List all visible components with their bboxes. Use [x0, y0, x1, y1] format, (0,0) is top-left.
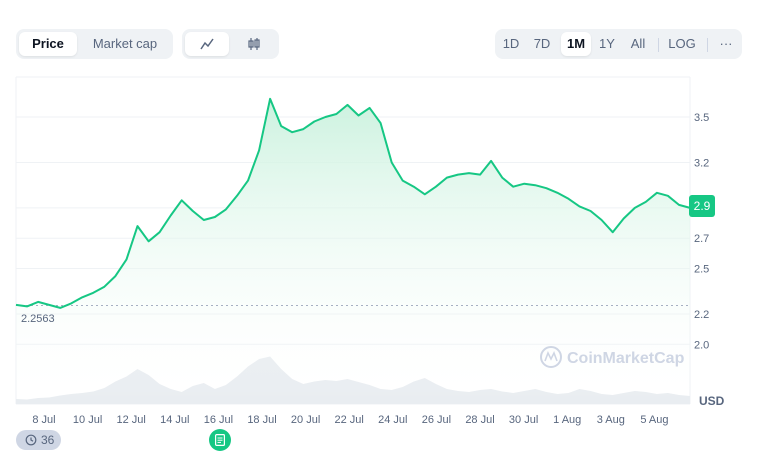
- x-tick-label: 30 Jul: [509, 414, 538, 426]
- tab-price[interactable]: Price: [19, 32, 77, 56]
- x-tick-label: 12 Jul: [117, 414, 146, 426]
- current-price-label: 2.9: [694, 199, 711, 213]
- x-axis-ticks: 8 Jul 10 Jul 12 Jul 14 Jul 16 Jul 18 Jul 20 Ju…: [32, 414, 668, 426]
- y-tick-label: 2.7: [694, 233, 709, 245]
- x-tick-label: 18 Jul: [247, 414, 276, 426]
- x-tick-label: 5 Aug: [640, 414, 668, 426]
- coinmarketcap-watermark: CoinMarketCap: [540, 346, 685, 368]
- y-tick-label: 2.0: [694, 339, 709, 351]
- range-1m[interactable]: 1M: [561, 32, 591, 56]
- history-count: 36: [41, 433, 55, 447]
- document-icon: [215, 434, 225, 446]
- y-tick-label: 2.2: [694, 309, 709, 321]
- chart-type-switch: Price Market cap: [16, 29, 173, 59]
- range-divider: [658, 38, 659, 52]
- price-line: [15, 97, 691, 309]
- history-icon: [25, 434, 37, 446]
- x-tick-label: 26 Jul: [422, 414, 451, 426]
- chart-style-switch: [182, 29, 279, 59]
- more-options-button[interactable]: ···: [719, 36, 733, 51]
- log-scale-toggle[interactable]: LOG: [668, 36, 696, 51]
- x-tick-label: 28 Jul: [465, 414, 494, 426]
- line-chart-button[interactable]: [185, 32, 229, 56]
- range-1d[interactable]: 1D: [502, 36, 520, 51]
- coinmarketcap-logo-mark: [544, 351, 558, 362]
- candlestick-button[interactable]: [232, 32, 276, 56]
- line-chart-icon: [200, 38, 214, 50]
- x-tick-label: 3 Aug: [597, 414, 625, 426]
- x-tick-label: 14 Jul: [160, 414, 189, 426]
- tab-market-cap[interactable]: Market cap: [92, 36, 158, 51]
- current-price-badge: 2.9: [689, 195, 715, 217]
- x-tick-label: 1 Aug: [553, 414, 581, 426]
- y-tick-label: 3.2: [694, 157, 709, 169]
- current-price-badge-bg: [689, 195, 715, 217]
- y-tick-label: 3.5: [694, 112, 709, 124]
- y-axis-unit: USD: [699, 394, 725, 408]
- x-tick-label: 24 Jul: [378, 414, 407, 426]
- x-tick-label: 20 Jul: [291, 414, 320, 426]
- x-tick-label: 8 Jul: [32, 414, 55, 426]
- y-axis-ticks: 3.5 3.2 2.9 2.7 2.5 2.2 2.0: [694, 112, 709, 351]
- price-area-fill: [16, 98, 690, 405]
- range-all[interactable]: All: [630, 36, 646, 51]
- range-divider: [707, 38, 708, 52]
- y-tick-label: 2.5: [694, 264, 709, 276]
- coinmarketcap-logo-icon: [540, 346, 562, 368]
- range-1y[interactable]: 1Y: [599, 36, 615, 51]
- range-7d[interactable]: 7D: [533, 36, 551, 51]
- watermark-text: CoinMarketCap: [567, 350, 685, 367]
- x-tick-label: 10 Jul: [73, 414, 102, 426]
- candlestick-icon: [248, 38, 260, 50]
- history-badge[interactable]: 36: [16, 430, 61, 450]
- x-tick-label: 22 Jul: [335, 414, 364, 426]
- event-note-badge[interactable]: [209, 429, 231, 451]
- reference-price-label: 2.2563: [21, 313, 55, 325]
- x-tick-label: 16 Jul: [204, 414, 233, 426]
- time-range-switch: 1D 7D 1M 1Y All LOG ···: [495, 29, 742, 59]
